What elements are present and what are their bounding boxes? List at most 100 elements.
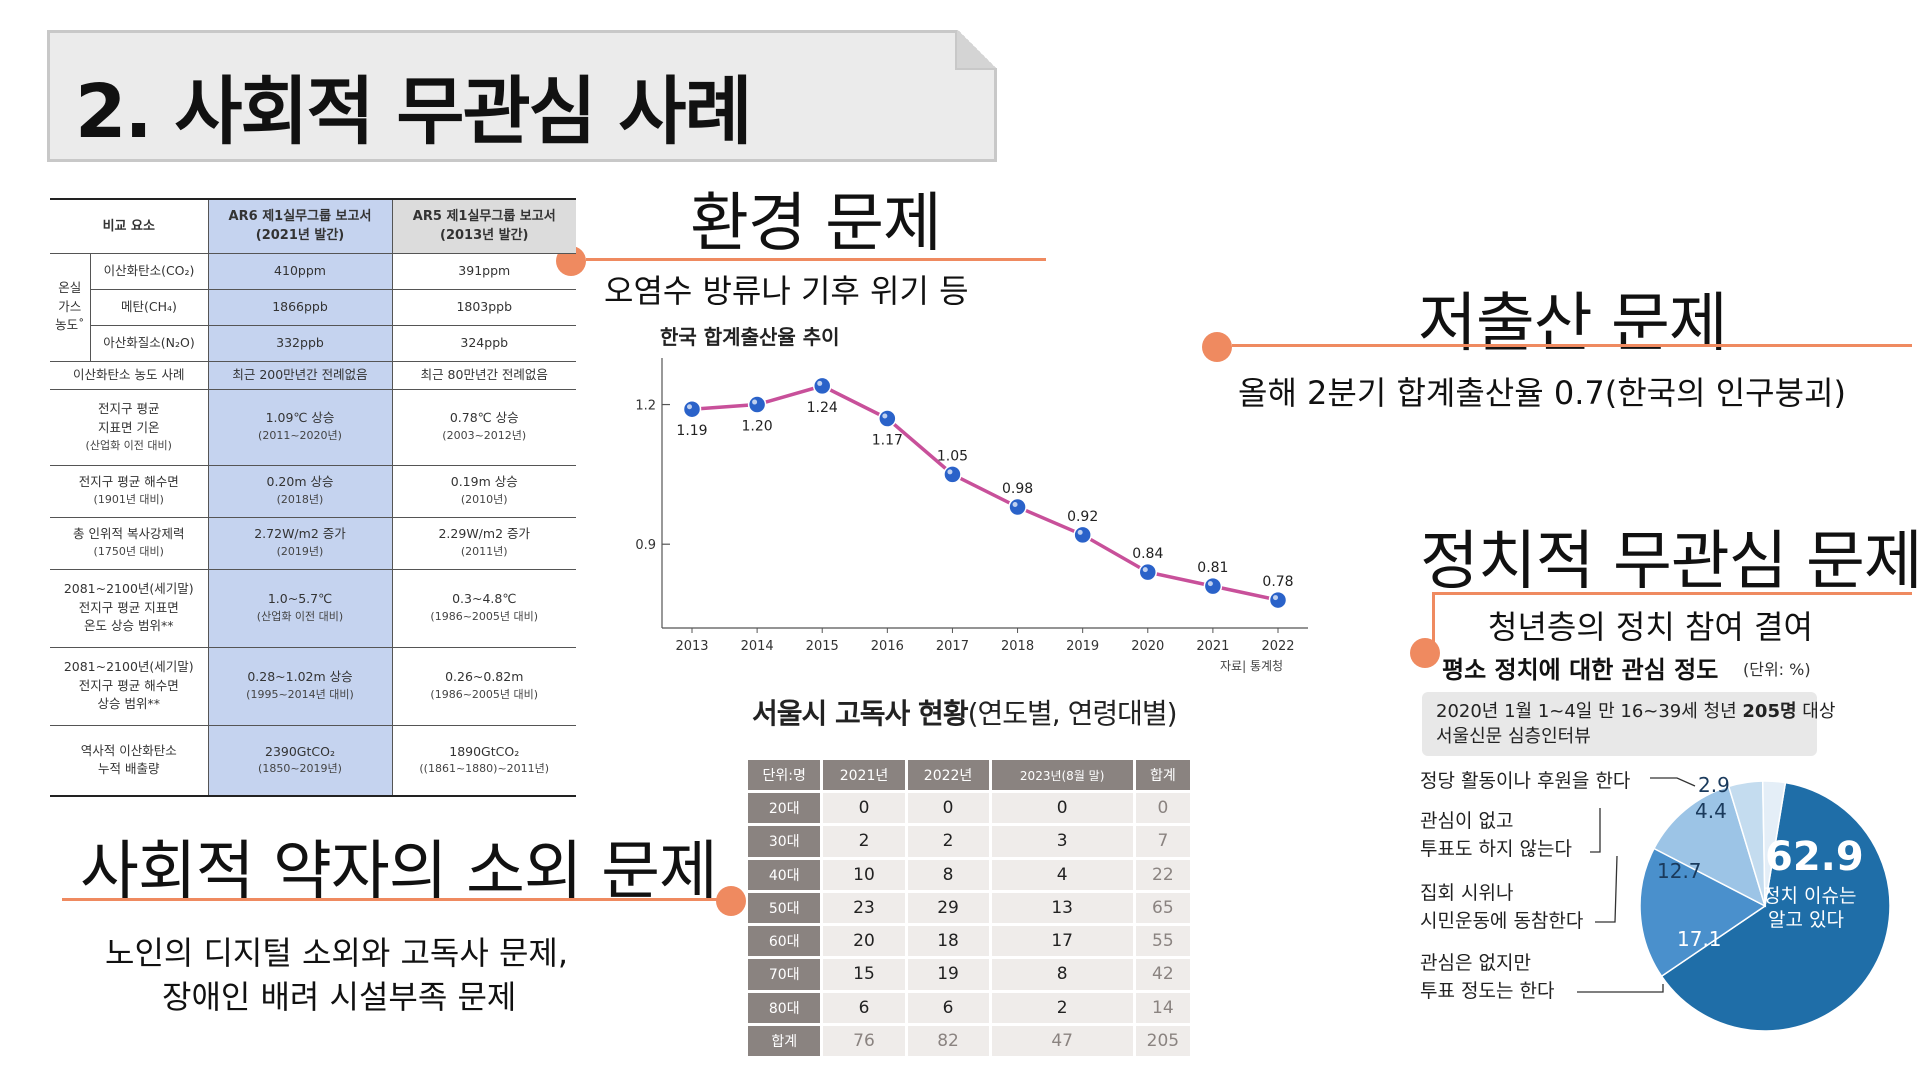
climate-comparison-table: 비교 요소 AR6 제1실무그룹 보고서 (2021년 발간) AR5 제1실무… xyxy=(50,198,576,797)
x-tick-label: 2013 xyxy=(675,639,708,654)
data-point-highlight xyxy=(817,380,823,386)
row-label: 60대 xyxy=(748,926,821,957)
table-cell: 3 xyxy=(991,826,1133,857)
leader-vote-only xyxy=(1577,984,1664,993)
gas-group-label: 온실 가스 농도˚ xyxy=(50,253,90,362)
data-point xyxy=(1073,525,1092,545)
header-ar6: AR6 제1실무그룹 보고서 (2021년 발간) xyxy=(207,198,392,254)
table-row: 2081~2100년(세기말) 전지구 평균 해수면 상승 범위** 0.28~… xyxy=(50,647,576,726)
table-row: 2081~2100년(세기말) 전지구 평균 지표면 온도 상승 범위** 1.… xyxy=(50,569,576,648)
political-interest-pie: 2.9 4.4 12.7 17.1 62.9 정치 이슈는 알고 있다 xyxy=(1577,773,1891,1032)
row-label: 합계 xyxy=(748,1025,821,1056)
table-cell: 8 xyxy=(907,859,989,890)
x-tick-label: 2018 xyxy=(1001,639,1034,654)
pie-label-aware-2: 알고 있다 xyxy=(1768,909,1844,931)
data-point xyxy=(812,376,832,396)
row-label: 70대 xyxy=(748,959,821,990)
leader-party xyxy=(1650,777,1696,787)
pie-label-rally: 집회 시위나 시민운동에 동참한다 xyxy=(1420,882,1584,932)
leader-rally xyxy=(1595,855,1618,923)
table-cell: 10 xyxy=(823,859,905,890)
table-row: 50대 23 29 13 65 xyxy=(748,892,1190,923)
x-tick-label: 2016 xyxy=(871,639,904,654)
row-label: 30대 xyxy=(748,826,821,857)
row-total: 205 xyxy=(1135,1025,1190,1056)
table-cell: 76 xyxy=(823,1025,905,1056)
pie-slice xyxy=(1660,781,1891,1032)
table-row: 20대 0 0 0 0 xyxy=(748,793,1190,824)
vulnerable-heading: 사회적 약자의 소외 문제 xyxy=(80,835,718,909)
pie-value-vote-only: 17.1 xyxy=(1677,927,1722,951)
pie-title: 평소 정치에 대한 관심 정도 xyxy=(1442,656,1719,684)
pie-value-rally: 12.7 xyxy=(1657,859,1702,883)
row-total: 14 xyxy=(1135,992,1190,1023)
x-tick-label: 2017 xyxy=(936,639,969,654)
table-cell: 4 xyxy=(991,859,1133,890)
y-tick-label: 0.9 xyxy=(635,538,656,553)
row-label: 50대 xyxy=(748,892,821,923)
table-row: 총 인위적 복사강제력 (1750년 대비) 2.72W/m2 증가 (2019… xyxy=(50,517,576,570)
table-cell: 6 xyxy=(907,992,989,1023)
data-label: 1.24 xyxy=(807,400,838,416)
vulnerable-divider xyxy=(62,898,738,901)
birth-bullet-dot xyxy=(1202,332,1232,362)
lonely-death-title: 서울시 고독사 현황(연도별, 연령대별) xyxy=(752,697,1178,730)
lonely-death-table: 단위:명 2021년 2022년 2023년(8월 말) 합계 20대 0 0 0 0 3… xyxy=(745,757,1193,1059)
pie-value-party: 2.9 xyxy=(1698,773,1730,797)
page-fold-corner xyxy=(955,30,997,70)
x-tick-label: 2020 xyxy=(1131,639,1164,654)
data-point xyxy=(1268,590,1288,610)
pie-value-aware: 62.9 xyxy=(1765,834,1864,880)
x-tick-label: 2014 xyxy=(741,639,774,654)
table-cell: 6 xyxy=(823,992,905,1023)
table-row: 70대 15 19 8 42 xyxy=(748,959,1190,990)
row-total: 7 xyxy=(1135,826,1190,857)
row-total: 55 xyxy=(1135,926,1190,957)
title-banner xyxy=(47,30,997,162)
env-heading: 환경 문제 xyxy=(690,187,942,261)
table-row: 30대 2 2 3 7 xyxy=(748,826,1190,857)
table-row: 전지구 평균 지표면 기온 (산업화 이전 대비) 1.09℃ 상승 (2011… xyxy=(50,389,576,466)
political-heading: 정치적 무관심 문제 xyxy=(1420,525,1920,599)
political-bullet-dot xyxy=(1410,638,1440,668)
political-divider-vertical xyxy=(1432,592,1435,644)
pie-label-vote-only: 관심은 없지만 투표 정도는 한다 xyxy=(1420,952,1555,1002)
chart-title: 한국 합계출산율 추이 xyxy=(660,325,840,349)
header-ar5: AR5 제1실무그룹 보고서 (2013년 발간) xyxy=(391,198,576,254)
chart-points xyxy=(682,376,1288,610)
political-subtitle: 청년층의 정치 참여 결여 xyxy=(1488,608,1813,646)
data-label: 0.98 xyxy=(1002,481,1033,497)
table-row: 온실 가스 농도˚ 이산화탄소(CO₂) 410ppm 391ppm xyxy=(50,253,576,362)
birth-heading: 저출산 문제 xyxy=(1418,287,1728,361)
chart-value-labels: 1.19 1.20 1.24 1.17 1.05 0.98 0.92 0.84 0.81 0.78 xyxy=(676,400,1293,590)
data-point xyxy=(747,395,767,414)
table-cell: 2 xyxy=(991,992,1133,1023)
birth-divider xyxy=(1232,344,1912,347)
x-tick-label: 2019 xyxy=(1066,639,1099,654)
row-label: 80대 xyxy=(748,992,821,1023)
data-point-highlight xyxy=(1273,595,1278,601)
table-row: 전지구 평균 해수면 (1901년 대비) 0.20m 상승 (2018년) 0… xyxy=(50,465,576,518)
vulnerable-bullet-dot xyxy=(716,886,746,916)
pie-unit: (단위: %) xyxy=(1743,660,1811,679)
table-cell: 13 xyxy=(991,892,1133,923)
pie-label-party: 정당 활동이나 후원을 한다 xyxy=(1420,770,1631,792)
table-row: 메탄(CH₄) 1866ppb 1803ppb xyxy=(50,289,576,326)
pie-slice xyxy=(1761,780,1787,907)
table-cell: 47 xyxy=(991,1025,1133,1056)
chart-source: 자료| 통계청 xyxy=(1220,659,1283,673)
header-compare-item: 비교 요소 xyxy=(50,198,208,254)
row-total: 0 xyxy=(1135,793,1190,824)
table-cell: 2 xyxy=(823,826,905,857)
data-label: 1.20 xyxy=(742,419,773,435)
x-tick-label: 2015 xyxy=(806,639,839,654)
data-label: 1.17 xyxy=(872,433,903,449)
data-point-highlight xyxy=(687,404,692,410)
data-point-highlight xyxy=(1207,581,1213,587)
data-point-highlight xyxy=(947,469,953,475)
x-tick-label: 2021 xyxy=(1196,639,1229,654)
table-header-row: 비교 요소 AR6 제1실무그룹 보고서 (2021년 발간) AR5 제1실무… xyxy=(50,198,576,254)
fertility-line-chart: 한국 합계출산율 추이 1.2 0.9 1.19 1.20 1.24 1.17 1.05 0… xyxy=(635,325,1308,673)
chart-x-ticks: 2013 2014 2015 2016 2017 2018 2019 2020 2021 2022 xyxy=(675,628,1295,654)
row-label: 40대 xyxy=(748,859,821,890)
